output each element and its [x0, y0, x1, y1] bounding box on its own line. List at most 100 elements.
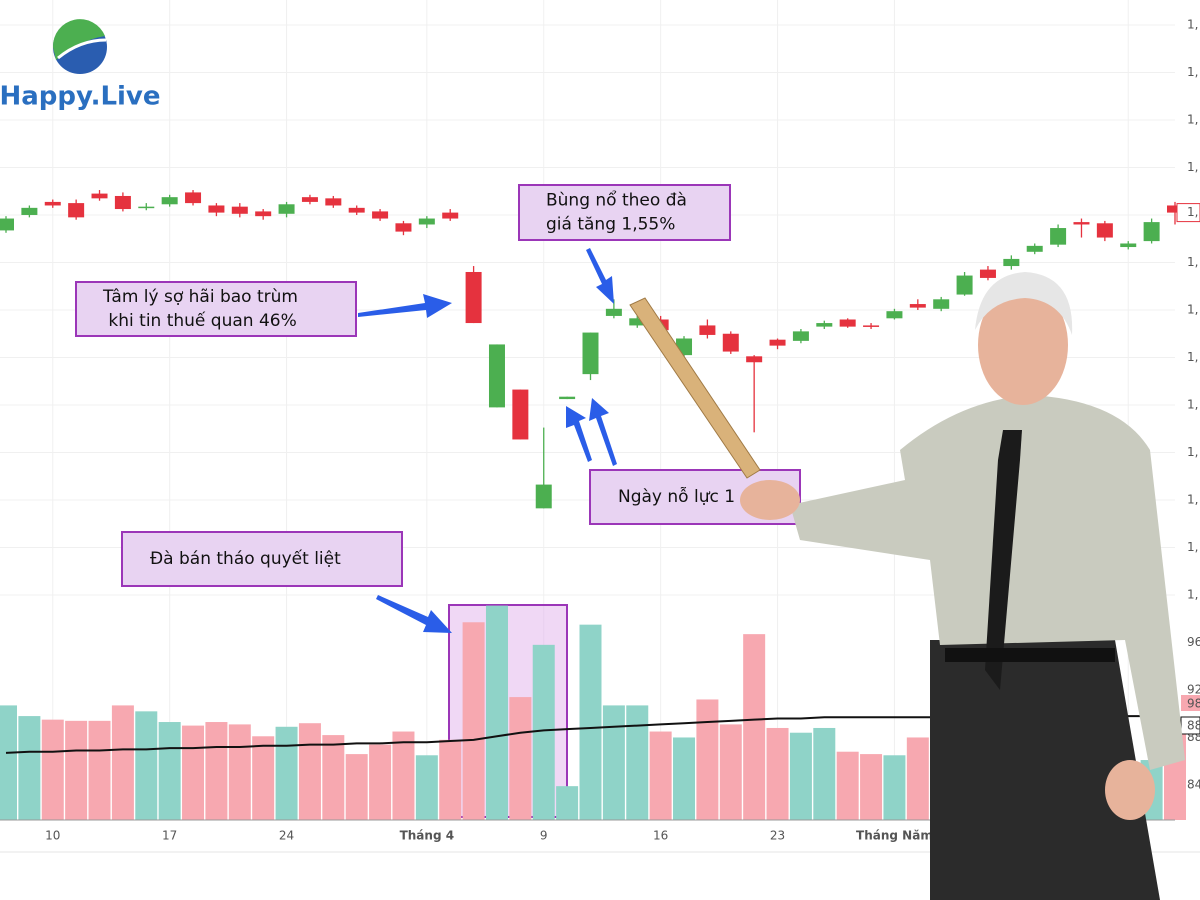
- x-tick-label: 10: [45, 829, 60, 843]
- y-tick-label: 1,: [1187, 302, 1198, 316]
- candle-body: [1120, 243, 1137, 248]
- candle-body: [629, 318, 646, 326]
- volume-bar: [252, 736, 275, 820]
- candle-body: [395, 223, 412, 232]
- candle-body: [1050, 228, 1067, 245]
- candle-body: [1073, 222, 1090, 225]
- last-price-box: [1176, 203, 1200, 223]
- volume-bar: [626, 705, 649, 820]
- annotation-text: Đà bán tháo quyết liệt: [150, 548, 341, 569]
- volume-bar: [228, 724, 251, 820]
- candle-body: [792, 331, 809, 341]
- y-tick-label: 1,: [1187, 112, 1198, 126]
- candle-body: [863, 325, 880, 327]
- volume-bar: [111, 705, 134, 820]
- arrows: [358, 248, 617, 633]
- candle-body: [138, 206, 155, 209]
- candle-body: [816, 323, 833, 327]
- volume-bar: [719, 724, 742, 820]
- candle-body: [886, 311, 903, 319]
- volume-bar: [322, 735, 345, 820]
- candle-body: [699, 325, 716, 335]
- candle-body: [21, 207, 38, 215]
- annotation-text: khi tin thuế quan 46%: [103, 310, 297, 331]
- candle-body: [1167, 205, 1183, 213]
- volume-bar: [743, 634, 766, 820]
- annotation-text: Tâm lý sợ hãi bao trùm: [102, 287, 298, 307]
- y-tick-label: 1,: [1187, 588, 1198, 602]
- volume-tick-label: 92: [1187, 682, 1200, 696]
- candle-body: [372, 211, 389, 219]
- annotations: Tâm lý sợ hãi bao trùm khi tin thuế quan…: [75, 184, 801, 587]
- x-tick-label: 16: [653, 829, 668, 843]
- volume-bar: [883, 755, 906, 820]
- logo: Happy.Live: [0, 19, 161, 112]
- candle-body: [746, 356, 763, 363]
- volume-bar: [345, 754, 368, 820]
- candle-body: [933, 299, 950, 309]
- volume-bar: [579, 624, 602, 820]
- annotation-box: [75, 281, 357, 337]
- candle-body: [465, 271, 482, 324]
- candle-body: [442, 212, 459, 219]
- candle-body: [348, 207, 365, 213]
- volume-bar: [0, 705, 17, 820]
- volume-bar: [65, 720, 88, 820]
- volume-bar: [509, 697, 532, 820]
- candle-body: [255, 211, 272, 217]
- volume-bar: [860, 754, 883, 820]
- annotation-box: [518, 184, 731, 241]
- candle-body: [535, 484, 552, 509]
- annotation-box: [121, 531, 403, 587]
- volume-tick-label: 84: [1187, 777, 1200, 791]
- volume-bar: [205, 722, 228, 820]
- volume-bar: [813, 727, 836, 820]
- volume-last-box-1: [1181, 695, 1200, 711]
- candle-body: [114, 195, 131, 210]
- annotation-text: Bùng nổ theo đà: [546, 190, 687, 211]
- y-tick-label: 1,: [1187, 445, 1198, 459]
- volume-bar: [556, 786, 579, 820]
- volume-bar: [298, 723, 321, 820]
- volume-bar: [275, 726, 298, 820]
- candle-body: [956, 275, 973, 295]
- y-tick-label: 1,: [1187, 540, 1198, 554]
- candle-body: [909, 304, 926, 308]
- volume-bar: [462, 622, 485, 820]
- volume-last-label: 88: [1187, 719, 1200, 733]
- annotation-text: giá tăng 1,55%: [546, 215, 675, 235]
- candle-body: [418, 218, 435, 225]
- candle-body: [1143, 222, 1160, 242]
- y-tick-label: 1,: [1187, 493, 1198, 507]
- volume-last-label: 98: [1187, 697, 1200, 711]
- volume-bar: [696, 699, 719, 820]
- x-tick-label: 9: [540, 829, 548, 843]
- volume-tick-label: 96: [1187, 635, 1200, 649]
- candle-body: [231, 206, 248, 214]
- last-price-label: 1,: [1187, 205, 1198, 219]
- volume-bar: [485, 605, 508, 820]
- logo-text: Happy.Live: [0, 82, 161, 112]
- candle-body: [582, 332, 599, 375]
- volume-bar: [41, 719, 64, 820]
- volume-bar: [789, 732, 812, 820]
- candle-body: [979, 269, 996, 278]
- candle-body: [559, 396, 576, 400]
- volume-bar: [766, 727, 789, 820]
- volume-bar: [415, 755, 438, 820]
- candle-body: [839, 319, 856, 327]
- candle-body: [44, 201, 61, 206]
- candle-body: [0, 218, 14, 231]
- volume-bar: [135, 711, 158, 820]
- volume-bar: [182, 725, 205, 820]
- x-tick-label: Tháng 4: [400, 829, 455, 843]
- volume-bar: [532, 644, 555, 820]
- y-tick-label: 1,: [1187, 65, 1198, 79]
- candle-body: [91, 193, 108, 199]
- volume-bar: [439, 739, 462, 820]
- volume-bar: [369, 744, 392, 820]
- candle-body: [1026, 245, 1043, 252]
- y-tick-label: 1,: [1187, 350, 1198, 364]
- candle-body: [605, 308, 622, 316]
